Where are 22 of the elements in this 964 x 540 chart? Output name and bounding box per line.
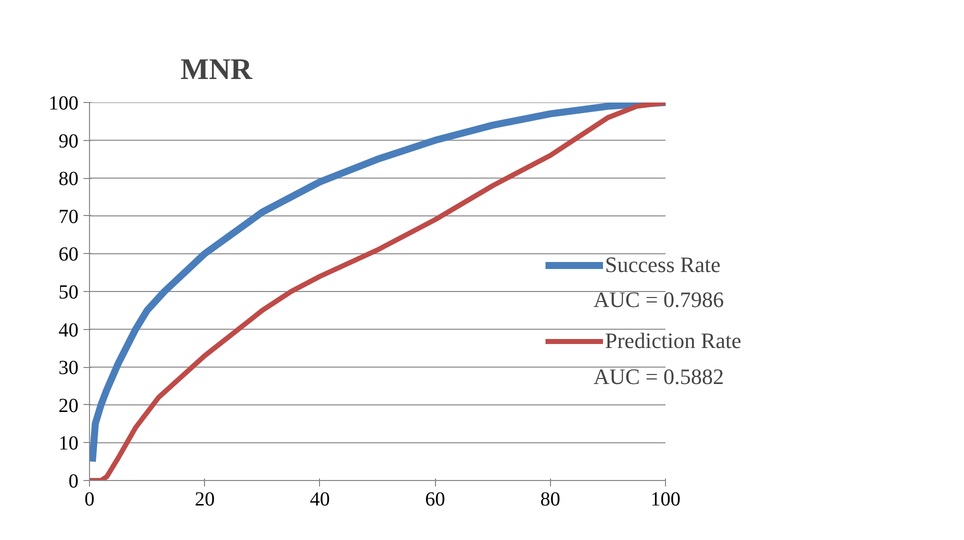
y-tick-label: 10 (58, 432, 78, 455)
y-tick-label: 30 (58, 357, 78, 380)
y-tick-label: 20 (58, 394, 78, 417)
x-tick-label: 100 (650, 488, 680, 510)
x-tick-label: 60 (425, 488, 446, 510)
x-tick-label: 40 (310, 488, 330, 510)
y-tick-label: 70 (58, 206, 78, 228)
y-tick-label: 60 (58, 244, 78, 266)
legend-label: Prediction Rate (605, 328, 742, 354)
x-tick-label: 0 (84, 488, 94, 510)
chart-title: MNR (180, 53, 252, 86)
x-tick-label: 80 (540, 488, 560, 510)
y-tick-label: 90 (58, 130, 78, 152)
y-tick-label: 80 (58, 168, 78, 190)
y-tick-label: 40 (58, 319, 78, 342)
annotation: AUC = 0.7986 (594, 287, 724, 312)
annotation: AUC = 0.5882 (594, 364, 724, 389)
y-tick-label: 0 (68, 470, 78, 492)
y-tick-label: 50 (58, 282, 78, 304)
legend-label: Success Rate (605, 252, 720, 278)
y-tick-label: 100 (48, 92, 78, 114)
x-tick-label: 20 (194, 488, 215, 510)
